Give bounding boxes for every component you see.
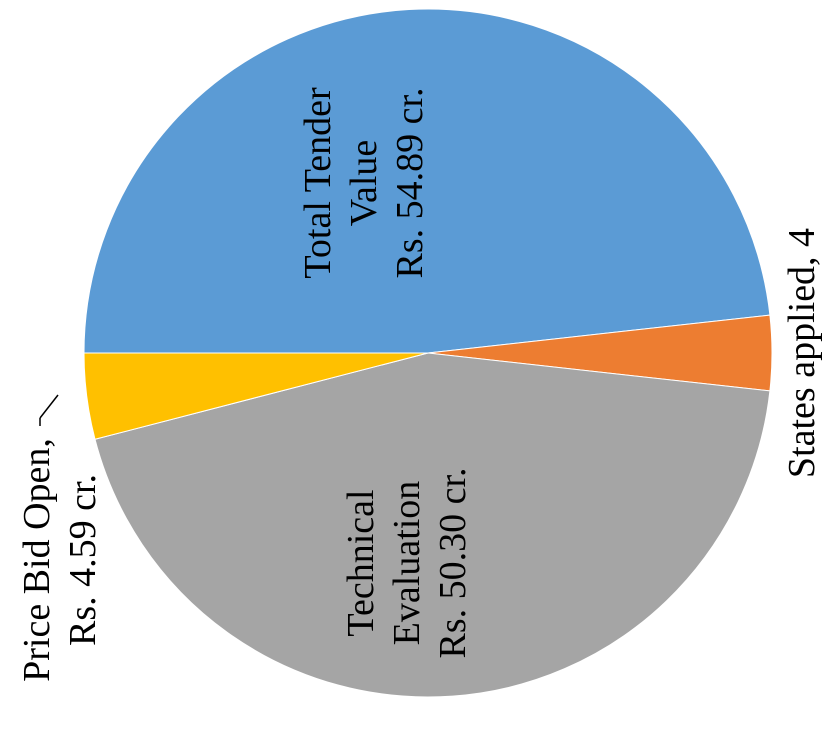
pie-slice-3: [83, 352, 429, 440]
slice-label-line: Total Tender: [297, 87, 339, 279]
slice-label-line: Value: [343, 140, 385, 227]
pie-slice-2: [94, 352, 771, 698]
slice-label-line: Evaluation: [386, 481, 428, 646]
slice-label-line: Rs. 4.59 cr.: [62, 474, 104, 646]
slice-label-states-applied: States applied, 4: [781, 228, 823, 478]
pie-slice-0: [83, 8, 771, 354]
slice-label-technical-evaluation: Technical Evaluation Rs. 50.30 cr.: [340, 467, 474, 658]
slice-label-line: States applied, 4: [781, 228, 823, 478]
slice-label-line: Rs. 50.30 cr.: [432, 467, 474, 658]
slice-label-line: Technical: [340, 489, 382, 636]
slice-label-line: Price Bid Open,: [16, 438, 58, 682]
pie-slices: [83, 8, 773, 698]
slice-label-line: Rs. 54.89 cr.: [389, 87, 431, 278]
price-bid-leader-line: [39, 394, 59, 419]
slice-label-price-bid-open: Price Bid Open, Rs. 4.59 cr.: [16, 438, 104, 682]
slice-label-total-tender: Total Tender Value Rs. 54.89 cr.: [297, 87, 431, 279]
